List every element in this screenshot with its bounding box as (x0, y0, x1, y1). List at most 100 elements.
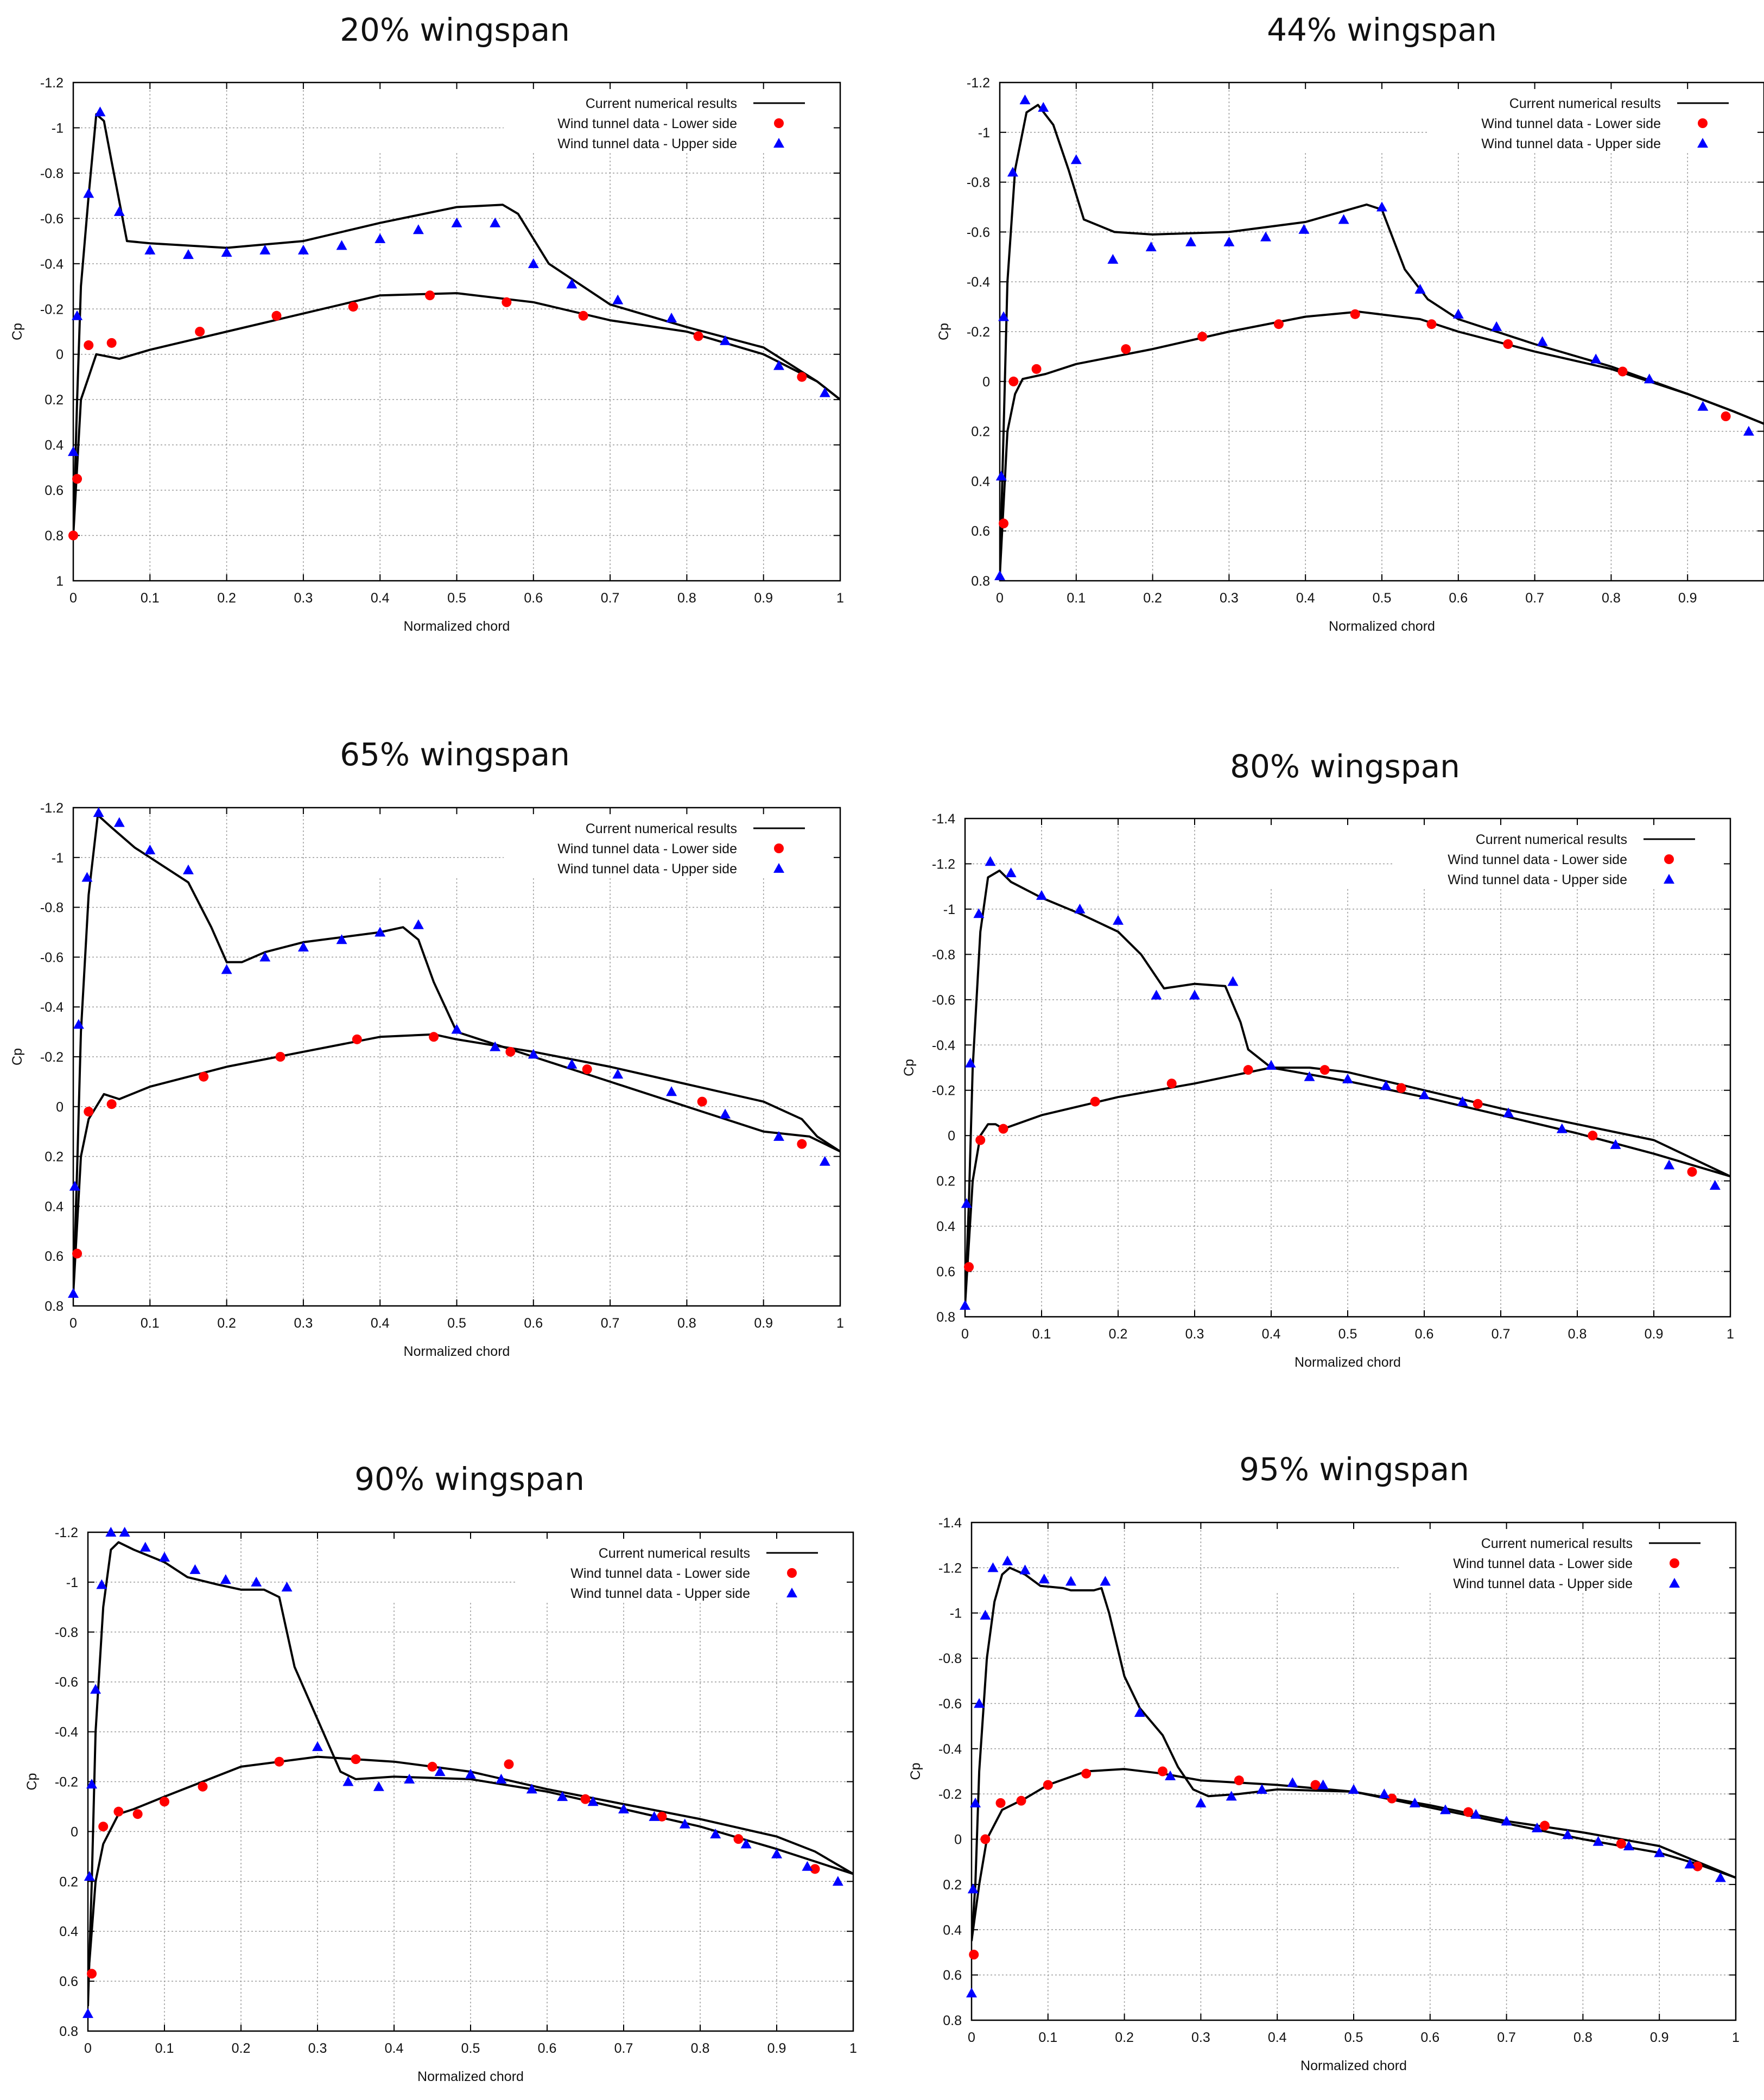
x-tick-label: 0.2 (217, 1316, 236, 1331)
x-tick-label: 0.2 (1143, 591, 1162, 606)
x-tick-label: 0.1 (1032, 1327, 1051, 1342)
upper-side-point (1556, 1123, 1568, 1133)
y-axis-label: Cp (902, 1059, 917, 1076)
upper-side-point (618, 1804, 629, 1814)
x-tick-label: 0.8 (677, 591, 696, 606)
upper-side-point (998, 311, 1010, 321)
y-tick-label: -1.2 (40, 801, 64, 816)
upper-side-point (528, 1049, 539, 1059)
upper-side-point (1100, 1576, 1111, 1586)
y-tick-label: -0.4 (40, 1000, 64, 1015)
y-axis-label: Cp (936, 323, 951, 340)
y-tick-label: 0.2 (59, 1874, 78, 1889)
lower-side-point (969, 1950, 979, 1960)
upper-side-point (73, 1019, 84, 1029)
upper-side-point (1189, 989, 1200, 1000)
y-tick-label: 0.6 (45, 483, 64, 498)
upper-side-point (666, 312, 677, 322)
upper-side-point (451, 1024, 462, 1034)
upper-side-point (612, 1069, 624, 1079)
y-tick-label: -0.8 (40, 166, 64, 181)
lower-side-point (1008, 376, 1019, 386)
y-tick-label: 0.6 (45, 1249, 64, 1264)
upper-side-point (465, 1768, 476, 1779)
upper-side-point (1562, 1829, 1573, 1839)
upper-side-point (666, 1086, 677, 1096)
chart-title: 65% wingspan (340, 736, 570, 773)
upper-side-point (1260, 231, 1271, 242)
y-tick-label: -0.2 (40, 1050, 64, 1065)
legend-label-upper: Wind tunnel data - Upper side (1453, 1576, 1633, 1591)
y-tick-label: -0.6 (967, 225, 990, 240)
x-tick-label: 0.3 (1185, 1327, 1204, 1342)
upper-side-point (1709, 1179, 1721, 1190)
y-tick-label: 0 (982, 375, 990, 390)
upper-side-point (86, 1779, 98, 1789)
lower-side-point (72, 474, 83, 484)
upper-side-point (1623, 1841, 1634, 1851)
upper-side-point (119, 1527, 130, 1537)
lower-side-point (1463, 1807, 1474, 1817)
legend-label-upper: Wind tunnel data - Upper side (557, 861, 737, 877)
upper-side-point (1452, 308, 1464, 319)
x-tick-label: 1 (849, 2041, 857, 2056)
upper-side-point (1503, 1107, 1514, 1118)
upper-side-point (710, 1828, 721, 1838)
lower-side-point (1687, 1166, 1697, 1177)
chart-title: 90% wingspan (354, 1461, 585, 1498)
lower-side-point (98, 1822, 109, 1832)
x-tick-label: 0 (996, 591, 1004, 606)
lower-side-point (1588, 1131, 1598, 1141)
y-tick-label: -0.6 (40, 950, 64, 965)
upper-side-point (960, 1300, 970, 1310)
upper-side-point (985, 856, 996, 866)
lower-side-point (975, 1135, 986, 1145)
lower-side-point (1396, 1083, 1406, 1093)
y-tick-label: -0.8 (967, 175, 990, 191)
upper-side-point (1592, 1836, 1604, 1846)
chart-panel-44-wingspan: 44% wingspan 0 0.1 0.2 0.3 0.4 0.5 0.6 0.7 0.8 0.9… (936, 11, 1764, 634)
y-tick-label: -0.2 (40, 302, 64, 317)
upper-side-point (1065, 1576, 1077, 1586)
x-tick-label: 0.4 (1262, 1327, 1281, 1342)
legend-label-upper: Wind tunnel data - Upper side (557, 136, 737, 151)
lower-side-point (352, 1034, 362, 1044)
upper-side-point (1113, 915, 1124, 925)
lower-side-point (106, 1099, 117, 1109)
x-tick-label: 0.1 (141, 1316, 160, 1331)
y-tick-label: -0.2 (967, 325, 990, 340)
lower-side-point (1234, 1775, 1244, 1786)
plot-area (965, 870, 1730, 1306)
chart-title: 20% wingspan (340, 11, 570, 48)
upper-side-point (1697, 401, 1709, 411)
lower-side-point (72, 1248, 83, 1259)
x-tick-label: 0.5 (447, 591, 466, 606)
upper-side-point (1654, 1847, 1665, 1857)
lower-side-point (84, 1106, 94, 1116)
y-tick-label: -0.6 (932, 993, 955, 1008)
x-tick-label: 0.9 (1650, 2030, 1669, 2045)
upper-side-point (1038, 1574, 1050, 1584)
x-tick-label: 0.7 (601, 591, 620, 606)
upper-side-point (1537, 336, 1548, 346)
y-tick-label: 1 (56, 574, 64, 589)
upper-side-point (819, 1156, 830, 1166)
lower-side-point (132, 1809, 143, 1819)
x-tick-label: 0.8 (677, 1316, 696, 1331)
lower-side-point (1617, 366, 1628, 377)
upper-side-point (69, 1181, 80, 1191)
x-tick-label: 0.8 (1573, 2030, 1592, 2045)
upper-side-point (404, 1773, 415, 1784)
y-tick-label: 0.8 (971, 574, 990, 589)
x-axis-label: Normalized chord (404, 619, 510, 634)
x-tick-label: 0.7 (601, 1316, 620, 1331)
upper-side-point (1287, 1777, 1298, 1787)
x-tick-label: 0.1 (1038, 2030, 1057, 2045)
lower-side-point (1016, 1796, 1026, 1806)
x-tick-label: 0.6 (1420, 2030, 1439, 2045)
y-tick-label: -0.8 (55, 1625, 78, 1640)
legend-label-numerical: Current numerical results (586, 96, 737, 111)
upper-side-point (1470, 1809, 1482, 1819)
upper-side-point (720, 335, 731, 345)
